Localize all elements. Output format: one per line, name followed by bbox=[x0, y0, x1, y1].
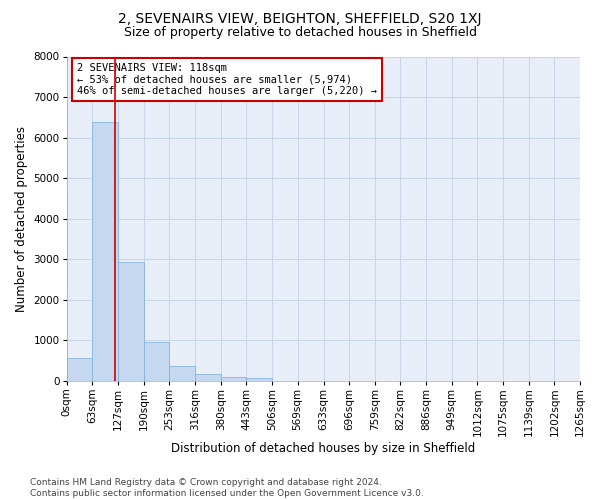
Text: Size of property relative to detached houses in Sheffield: Size of property relative to detached ho… bbox=[124, 26, 476, 39]
Text: 2, SEVENAIRS VIEW, BEIGHTON, SHEFFIELD, S20 1XJ: 2, SEVENAIRS VIEW, BEIGHTON, SHEFFIELD, … bbox=[118, 12, 482, 26]
Bar bbox=[144, 342, 169, 381]
X-axis label: Distribution of detached houses by size in Sheffield: Distribution of detached houses by size … bbox=[171, 442, 475, 455]
Y-axis label: Number of detached properties: Number of detached properties bbox=[15, 126, 28, 312]
Bar bbox=[195, 374, 221, 381]
Bar bbox=[221, 376, 247, 381]
Text: Contains HM Land Registry data © Crown copyright and database right 2024.
Contai: Contains HM Land Registry data © Crown c… bbox=[30, 478, 424, 498]
Text: 2 SEVENAIRS VIEW: 118sqm
← 53% of detached houses are smaller (5,974)
46% of sem: 2 SEVENAIRS VIEW: 118sqm ← 53% of detach… bbox=[77, 63, 377, 96]
Bar bbox=[169, 366, 195, 381]
Bar bbox=[247, 378, 272, 381]
Bar bbox=[92, 122, 118, 381]
Bar bbox=[67, 358, 92, 381]
Bar bbox=[118, 262, 144, 381]
